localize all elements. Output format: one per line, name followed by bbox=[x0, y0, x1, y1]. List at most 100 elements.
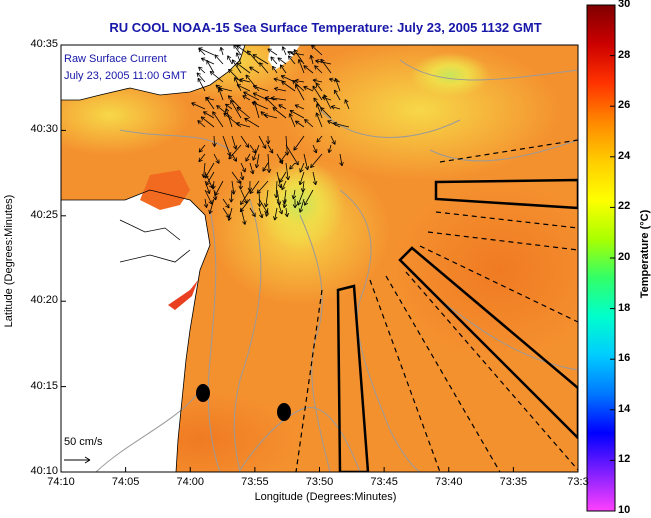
current-vector-head bbox=[270, 96, 275, 99]
current-vector bbox=[299, 171, 305, 186]
current-vector bbox=[198, 66, 206, 74]
current-vector bbox=[231, 171, 241, 184]
current-vector-head bbox=[279, 158, 281, 163]
current-vector-head bbox=[298, 59, 303, 63]
land-mass bbox=[61, 190, 210, 472]
current-vector-head bbox=[270, 97, 275, 101]
current-vector-head bbox=[206, 60, 211, 63]
coastline bbox=[61, 45, 246, 472]
current-vector-head bbox=[267, 140, 271, 145]
current-vector-head bbox=[320, 59, 322, 64]
colorbar-tick-label: 20 bbox=[618, 251, 631, 263]
current-vector-head bbox=[229, 198, 232, 203]
current-vector-head bbox=[209, 185, 213, 189]
current-vector-head bbox=[212, 143, 215, 147]
current-vector bbox=[295, 84, 305, 101]
current-vector-head bbox=[285, 176, 289, 181]
current-vector bbox=[216, 105, 233, 119]
current-vector-head bbox=[259, 62, 261, 67]
current-vector bbox=[240, 171, 244, 181]
current-vector-head bbox=[313, 97, 318, 100]
current-vector-head bbox=[238, 185, 241, 190]
current-vector-head bbox=[203, 204, 207, 208]
current-vector bbox=[289, 113, 296, 128]
colorbar-tick-label: 24 bbox=[618, 149, 631, 162]
current-vector-head bbox=[310, 165, 315, 169]
current-vector-head bbox=[266, 169, 270, 173]
current-vector bbox=[310, 55, 314, 65]
current-vector-head bbox=[327, 148, 330, 153]
current-vector-head bbox=[205, 182, 210, 186]
current-vector bbox=[279, 171, 287, 183]
current-vector-head bbox=[287, 51, 291, 56]
current-vector-head bbox=[334, 78, 336, 83]
current-vector-head bbox=[280, 64, 285, 67]
current-vector-head bbox=[316, 138, 319, 143]
current-vector bbox=[297, 189, 305, 206]
current-vector bbox=[299, 162, 305, 173]
current-vector bbox=[230, 100, 242, 119]
current-vector-head bbox=[249, 66, 252, 71]
current-vector-head bbox=[251, 214, 256, 217]
y-tick-label: 40:30 bbox=[30, 123, 58, 136]
current-vector-head bbox=[196, 72, 201, 75]
current-vector-head bbox=[247, 50, 252, 53]
x-tick-label: 73:35 bbox=[499, 476, 528, 488]
current-vector-head bbox=[209, 71, 212, 76]
current-vector-head bbox=[217, 88, 220, 93]
current-vector-head bbox=[198, 47, 202, 52]
current-vector bbox=[259, 62, 269, 74]
current-vector-head bbox=[227, 95, 230, 100]
colorbar-tick-label: 18 bbox=[618, 301, 631, 314]
current-vector-head bbox=[273, 77, 278, 80]
current-vector-head bbox=[242, 221, 246, 225]
sst-field bbox=[61, 45, 578, 472]
current-vector-head bbox=[198, 157, 200, 162]
current-vector bbox=[277, 57, 287, 65]
x-tick-label: 73:50 bbox=[305, 476, 334, 488]
current-vector-head bbox=[267, 48, 271, 53]
current-vector bbox=[276, 153, 283, 165]
current-legend-time: July 23, 2005 11:00 GMT bbox=[64, 70, 187, 82]
current-vector-head bbox=[244, 118, 247, 122]
current-vector-head bbox=[288, 55, 293, 58]
current-vector-head bbox=[225, 103, 230, 106]
current-vector-head bbox=[304, 119, 307, 124]
current-vector bbox=[197, 77, 206, 92]
current-vector bbox=[212, 111, 224, 128]
current-vector bbox=[274, 207, 278, 221]
current-vector-head bbox=[278, 104, 282, 109]
current-vector bbox=[239, 198, 251, 212]
current-vector-head bbox=[249, 191, 254, 195]
current-vector-head bbox=[235, 121, 241, 124]
current-vector bbox=[315, 82, 323, 92]
current-vector-head bbox=[242, 176, 245, 181]
current-vector-head bbox=[264, 212, 267, 217]
current-vector-head bbox=[331, 105, 336, 107]
current-vector-head bbox=[232, 59, 236, 62]
current-vector-head bbox=[289, 165, 291, 170]
current-vector bbox=[285, 144, 299, 166]
current-vector bbox=[249, 144, 257, 154]
current-vector-head bbox=[236, 107, 239, 112]
current-vector-head bbox=[294, 78, 299, 81]
current-vector-head bbox=[274, 216, 278, 221]
buoy-marker bbox=[277, 403, 291, 421]
current-vector-head bbox=[259, 214, 263, 219]
current-vector-head bbox=[272, 107, 277, 109]
current-vector-head bbox=[236, 45, 239, 50]
current-vector-head bbox=[228, 154, 231, 160]
current-vector-head bbox=[315, 82, 318, 88]
current-vector bbox=[228, 144, 242, 160]
current-vector bbox=[276, 198, 283, 215]
current-vector-head bbox=[240, 202, 245, 206]
current-vector bbox=[258, 198, 269, 214]
current-vector bbox=[203, 111, 215, 119]
current-vector-head bbox=[287, 55, 290, 60]
y-tick-label: 40:15 bbox=[30, 379, 58, 392]
current-vector bbox=[313, 97, 323, 110]
current-vector bbox=[265, 189, 269, 208]
current-vector-head bbox=[297, 202, 302, 206]
current-vector bbox=[316, 135, 323, 143]
current-vector-head bbox=[263, 203, 267, 208]
